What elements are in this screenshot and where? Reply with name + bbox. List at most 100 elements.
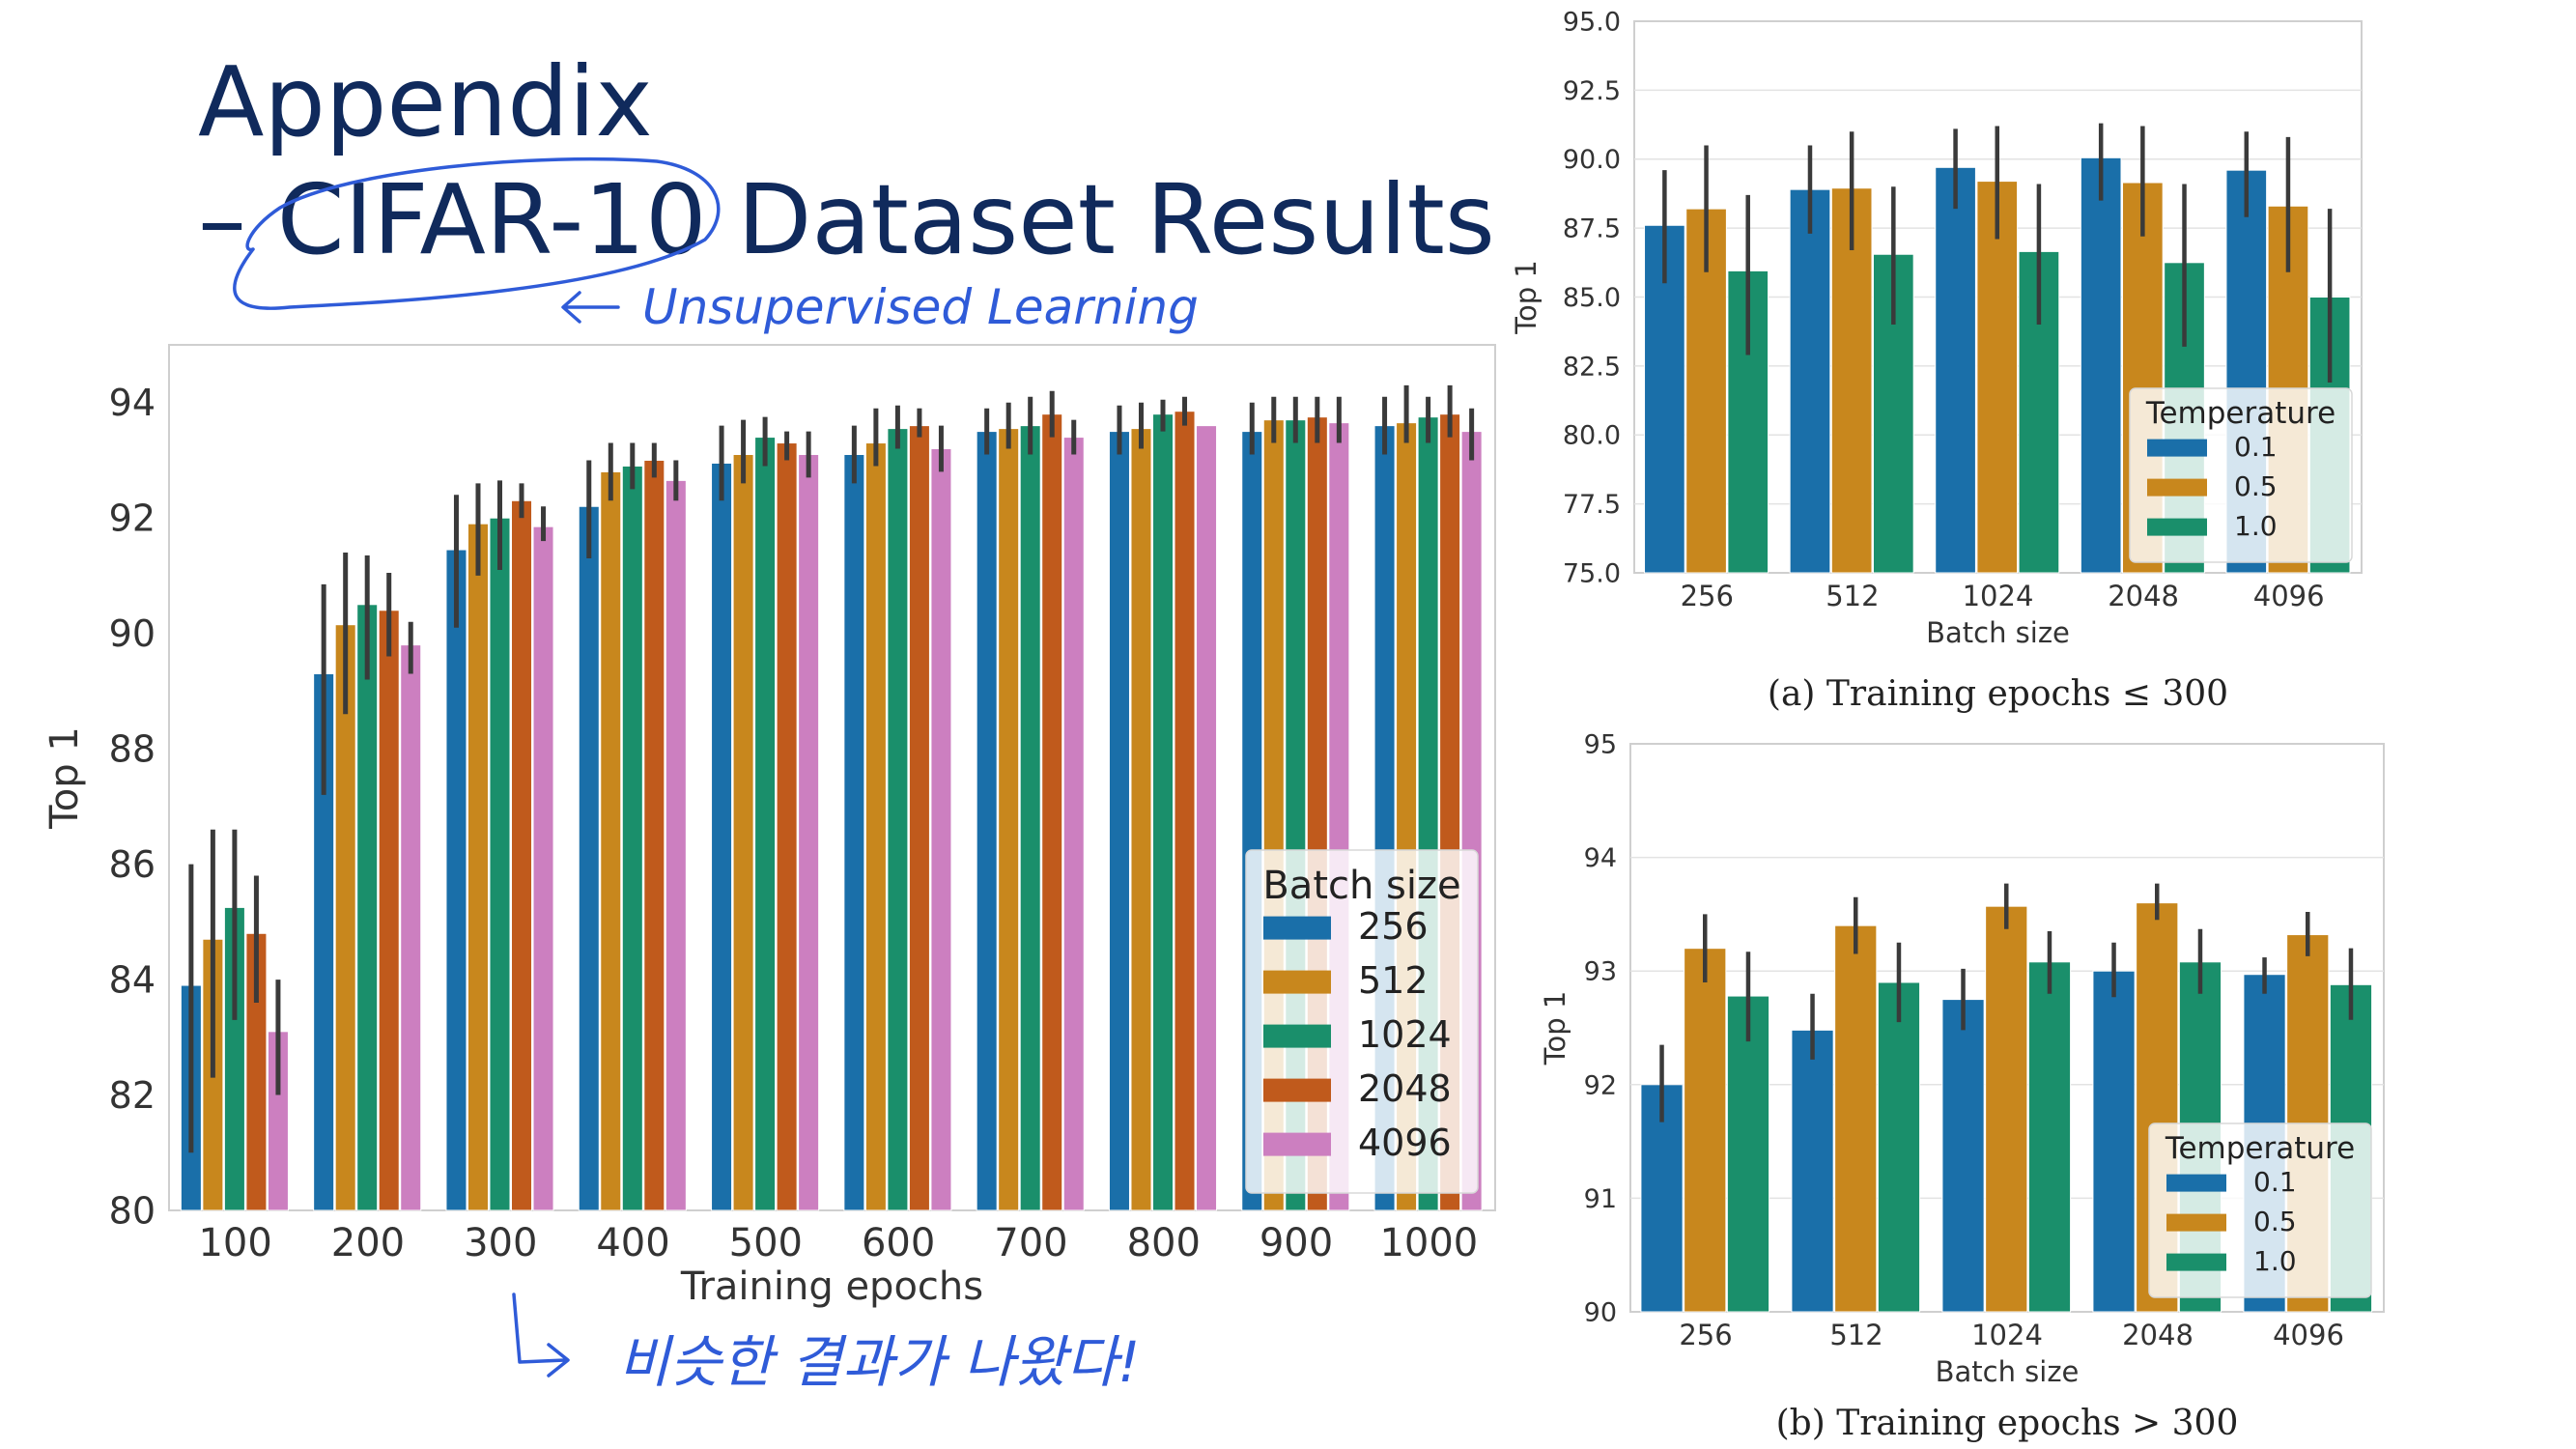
legend-entry: 0.1 (2234, 431, 2278, 463)
chart-caption: (b) Training epochs > 300 (1776, 1404, 2239, 1443)
x-tick-label: 256 (1679, 1319, 1732, 1351)
bar (1985, 905, 2028, 1313)
legend-entry: 0.5 (2253, 1206, 2297, 1237)
chart-main-batch-size: 80 82 84 86 88 90 92 94 100 200 300 400 500 600 700 800… (42, 344, 1496, 1309)
bar (1130, 428, 1152, 1211)
bar (754, 437, 777, 1211)
y-tick-label: 92 (109, 497, 156, 540)
y-tick-label: 82 (109, 1074, 156, 1117)
bar (467, 523, 489, 1211)
bar (887, 428, 909, 1211)
y-tick-label: 80 (109, 1189, 156, 1232)
x-axis-label: Batch size (1936, 1355, 2080, 1388)
y-tick-label: 85.0 (1563, 283, 1621, 313)
x-tick-label: 300 (464, 1221, 537, 1265)
bar (643, 459, 665, 1211)
y-tick-label: 90 (1584, 1297, 1617, 1327)
y-tick-label: 94 (1584, 843, 1617, 873)
x-tick-label: 500 (729, 1221, 803, 1265)
bar (665, 479, 687, 1211)
bar (1019, 425, 1041, 1211)
legend-swatch (1263, 970, 1331, 994)
bar (489, 517, 511, 1211)
bar (864, 442, 887, 1211)
y-tick-label: 90 (109, 612, 156, 655)
slide-title-line-2: – CIFAR-10 Dataset Results (198, 163, 1495, 276)
bar (1941, 999, 1985, 1313)
bar (578, 505, 600, 1211)
bar (1196, 425, 1218, 1211)
bar (1976, 181, 2019, 574)
x-tick-label: 1024 (1971, 1319, 2043, 1351)
legend-entry: 4096 (1358, 1122, 1452, 1164)
bar (776, 442, 798, 1211)
y-tick-label: 87.5 (1563, 214, 1621, 244)
x-tick-label: 800 (1127, 1221, 1201, 1265)
y-tick-label: 86 (109, 843, 156, 886)
bar (930, 448, 952, 1211)
legend-entry: 512 (1358, 959, 1429, 1002)
x-tick-label: 100 (198, 1221, 271, 1265)
y-tick-label: 82.5 (1563, 352, 1621, 382)
y-tick-label: 77.5 (1563, 490, 1621, 520)
legend-entry: 1.0 (2253, 1245, 2297, 1277)
y-tick-label: 84 (109, 958, 156, 1001)
bar (1174, 411, 1196, 1211)
bar (532, 526, 554, 1211)
x-tick-label: 256 (1681, 580, 1734, 612)
y-tick-label: 95 (1584, 729, 1617, 759)
y-tick-label: 75.0 (1563, 558, 1621, 588)
x-tick-label: 900 (1260, 1221, 1333, 1265)
legend-swatch (1263, 1132, 1331, 1156)
bar (1877, 981, 1921, 1313)
x-tick-label: 400 (596, 1221, 669, 1265)
bar (1834, 924, 1878, 1313)
bar (2027, 961, 2072, 1313)
bar (908, 425, 930, 1211)
legend-swatch (2147, 478, 2207, 497)
x-tick-label: 4096 (2273, 1319, 2344, 1351)
annotation-similar-results: 비슷한 결과가 나왔다! (618, 1329, 1140, 1395)
y-tick-label: 80.0 (1563, 421, 1621, 451)
x-tick-label: 512 (1829, 1319, 1882, 1351)
y-tick-label: 92 (1584, 1070, 1617, 1100)
legend-swatch (1263, 1078, 1331, 1102)
legend-title: Temperature (2165, 1131, 2355, 1166)
legend-entry: 0.1 (2253, 1166, 2297, 1198)
bar (1041, 413, 1063, 1211)
legend-swatch (2166, 1174, 2226, 1192)
handwritten-circle (233, 156, 721, 310)
legend-entry: 256 (1358, 905, 1429, 948)
legend-entry: 2048 (1358, 1067, 1452, 1110)
bar (1791, 1029, 1834, 1313)
handwritten-arrow-right (512, 1293, 570, 1378)
y-tick-label: 92.5 (1563, 76, 1621, 106)
y-tick-label: 88 (109, 727, 156, 770)
bar (1684, 948, 1727, 1313)
legend-swatch (2166, 1213, 2226, 1232)
bar (998, 428, 1020, 1211)
bar (976, 431, 998, 1211)
bar (356, 604, 379, 1211)
bar (511, 499, 533, 1211)
bar (1151, 413, 1175, 1211)
bar (732, 453, 754, 1211)
bar (1640, 1084, 1684, 1313)
chart-a-temperature-epochs-le-300: 75.0 77.5 80.0 82.5 85.0 87.5 90.0 92.5 95.0 256 5… (1510, 7, 2363, 714)
handwritten-arrow-up (561, 291, 620, 324)
bar (711, 462, 733, 1211)
bar (600, 470, 622, 1211)
bar (400, 644, 422, 1211)
x-tick-label: 700 (994, 1221, 1067, 1265)
bar (621, 465, 643, 1211)
legend-swatch (1263, 916, 1331, 940)
bar (1726, 995, 1770, 1313)
y-axis-label: Top 1 (42, 726, 87, 830)
x-axis-label: Training epochs (680, 1264, 983, 1309)
y-axis-label: Top 1 (1510, 260, 1543, 335)
x-tick-label: 1000 (1379, 1221, 1478, 1265)
y-tick-label: 95.0 (1563, 7, 1621, 37)
chart-caption: (a) Training epochs ≤ 300 (1768, 674, 2228, 714)
bar (843, 453, 865, 1211)
